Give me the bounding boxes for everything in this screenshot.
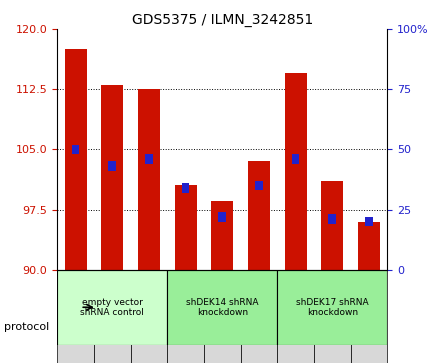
Bar	[358, 221, 380, 270]
Bar	[328, 214, 336, 224]
Bar	[101, 85, 123, 270]
Bar	[218, 212, 226, 221]
Bar	[175, 185, 197, 270]
FancyBboxPatch shape	[57, 270, 167, 345]
Bar	[145, 154, 153, 164]
Bar	[182, 183, 189, 193]
Bar	[211, 201, 233, 270]
Text: empty vector
shRNA control: empty vector shRNA control	[80, 298, 144, 317]
Title: GDS5375 / ILMN_3242851: GDS5375 / ILMN_3242851	[132, 13, 313, 26]
FancyBboxPatch shape	[167, 270, 204, 363]
Bar	[255, 181, 263, 190]
FancyBboxPatch shape	[204, 270, 241, 363]
FancyBboxPatch shape	[314, 270, 351, 363]
FancyBboxPatch shape	[57, 270, 94, 363]
Text: shDEK17 shRNA
knockdown: shDEK17 shRNA knockdown	[296, 298, 369, 317]
Bar	[321, 182, 343, 270]
FancyBboxPatch shape	[277, 270, 314, 363]
Bar	[65, 49, 87, 270]
FancyBboxPatch shape	[131, 270, 167, 363]
Text: shDEK14 shRNA
knockdown: shDEK14 shRNA knockdown	[186, 298, 258, 317]
Text: protocol: protocol	[4, 322, 50, 332]
FancyBboxPatch shape	[94, 270, 131, 363]
FancyBboxPatch shape	[167, 270, 277, 345]
Bar	[138, 89, 160, 270]
Bar	[108, 162, 116, 171]
Bar	[365, 217, 373, 227]
FancyBboxPatch shape	[241, 270, 277, 363]
Bar	[248, 162, 270, 270]
Bar	[72, 144, 79, 154]
Bar	[285, 73, 307, 270]
FancyBboxPatch shape	[277, 270, 387, 345]
FancyBboxPatch shape	[351, 270, 387, 363]
Bar	[292, 154, 299, 164]
